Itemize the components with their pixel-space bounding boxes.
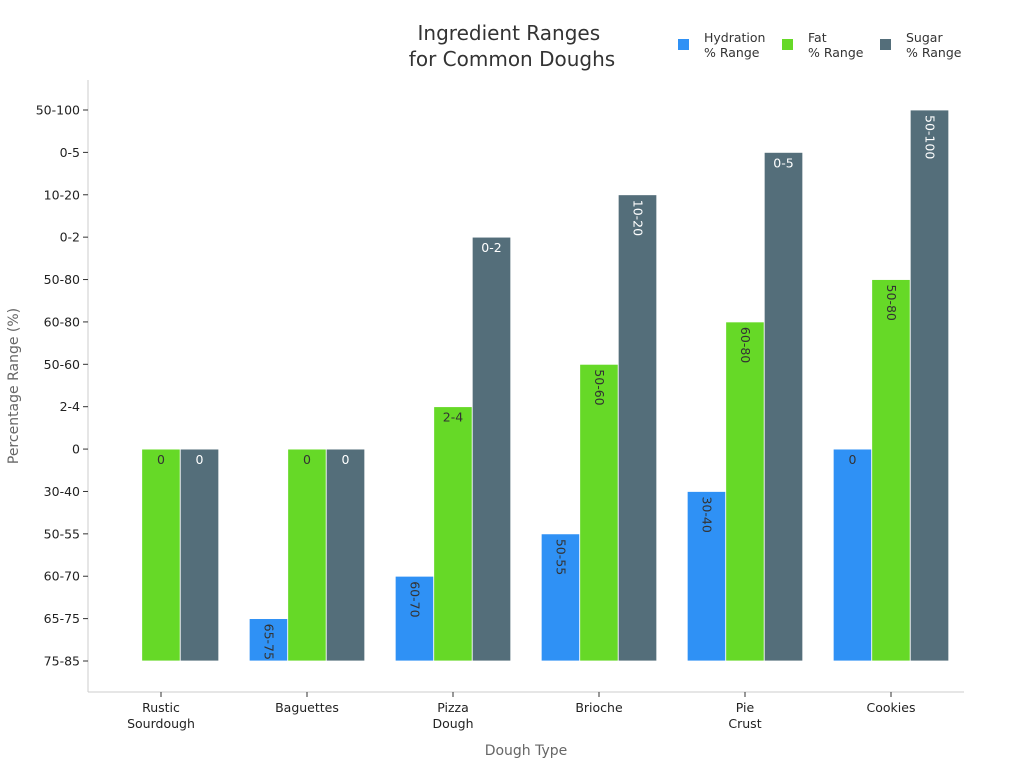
bar-value-label: 0-2 <box>481 240 501 255</box>
bar-value-label: 60-80 <box>738 327 753 363</box>
bar <box>579 363 619 662</box>
legend-label: Sugar% Range <box>906 30 962 60</box>
x-axis-ticks: Rustic Sourdough Baguettes Pizza Dough Brioch… <box>127 692 915 731</box>
bar <box>909 109 950 662</box>
x-tick-label: Brioche <box>575 700 623 715</box>
legend-swatch <box>880 39 891 50</box>
bar <box>763 151 804 662</box>
y-axis-ticks: 75-85 65-75 60-70 50-55 30-40 0 2-4 50-60 60-80 5… <box>36 103 88 669</box>
bar-value-label: 2-4 <box>443 410 463 425</box>
bar <box>617 194 658 662</box>
y-tick-label: 60-70 <box>44 569 80 584</box>
bar-value-label: 0 <box>303 452 311 467</box>
y-axis-title: Percentage Range (%) <box>6 308 22 464</box>
bar-value-label: 50-55 <box>554 539 569 575</box>
bar-value-label: 30-40 <box>700 496 715 532</box>
legend-item: Sugar% Range <box>880 30 962 60</box>
legend-swatch <box>782 39 793 50</box>
bar-value-label: 10-20 <box>631 200 646 236</box>
legend-label: Fat% Range <box>808 30 864 60</box>
bar-value-label: 0 <box>342 452 350 467</box>
y-tick-label: 60-80 <box>44 314 80 329</box>
bar-value-label: 0 <box>196 452 204 467</box>
y-tick-label: 30-40 <box>44 484 80 499</box>
x-tick-label: Pie Crust <box>728 700 761 731</box>
bar-value-label: 50-80 <box>884 285 899 321</box>
y-tick-label: 0-2 <box>60 230 80 245</box>
chart-title-line-1: Ingredient Ranges <box>418 21 601 45</box>
legend-label: Hydration% Range <box>704 30 765 60</box>
legend-swatch <box>678 39 689 50</box>
bar <box>725 321 765 662</box>
legend-item: Hydration% Range <box>678 30 765 60</box>
y-tick-label: 50-80 <box>44 272 80 287</box>
chart-title-line-2: for Common Doughs <box>409 47 615 71</box>
x-tick-label: Cookies <box>867 700 916 715</box>
y-tick-label: 75-85 <box>44 654 80 669</box>
bar <box>248 618 289 662</box>
bar <box>871 279 911 662</box>
bar <box>141 448 181 662</box>
bar-value-label: 50-100 <box>923 115 938 159</box>
bar <box>325 448 366 662</box>
y-tick-label: 0 <box>72 442 80 457</box>
bar-value-label: 0 <box>849 452 857 467</box>
y-tick-label: 50-55 <box>44 526 80 541</box>
bar <box>394 575 435 662</box>
bar-value-label: 65-75 <box>262 624 277 660</box>
x-tick-label: Baguettes <box>275 700 339 715</box>
legend-item: Fat% Range <box>782 30 864 60</box>
y-tick-label: 50-100 <box>36 103 80 118</box>
bar <box>287 448 327 662</box>
bars <box>141 109 950 662</box>
bar <box>179 448 220 662</box>
bar-value-label: 50-60 <box>592 369 607 405</box>
bar-value-label: 0 <box>157 452 165 467</box>
bar <box>433 406 473 662</box>
x-axis-title: Dough Type <box>485 743 568 759</box>
bar-value-label: 0-5 <box>773 155 793 170</box>
x-tick-label: Pizza Dough <box>432 700 473 731</box>
y-tick-label: 10-20 <box>44 187 80 202</box>
bar <box>832 448 873 662</box>
bar <box>471 236 512 662</box>
y-tick-label: 65-75 <box>44 611 80 626</box>
legend: Hydration% Range Fat% Range Sugar% Range <box>678 30 962 60</box>
chart-title: Ingredient Ranges for Common Doughs <box>409 21 615 71</box>
y-tick-label: 50-60 <box>44 357 80 372</box>
bar <box>540 533 581 662</box>
bar-value-label: 60-70 <box>408 581 423 617</box>
y-tick-label: 0-5 <box>60 145 80 160</box>
y-tick-label: 2-4 <box>60 399 80 414</box>
x-tick-label: Rustic Sourdough <box>127 700 195 731</box>
bar <box>686 491 727 662</box>
bar-labels: 65-75 60-70 50-55 30-40 0 0 0 2-4 50-60 60-80 50-8… <box>157 115 937 660</box>
